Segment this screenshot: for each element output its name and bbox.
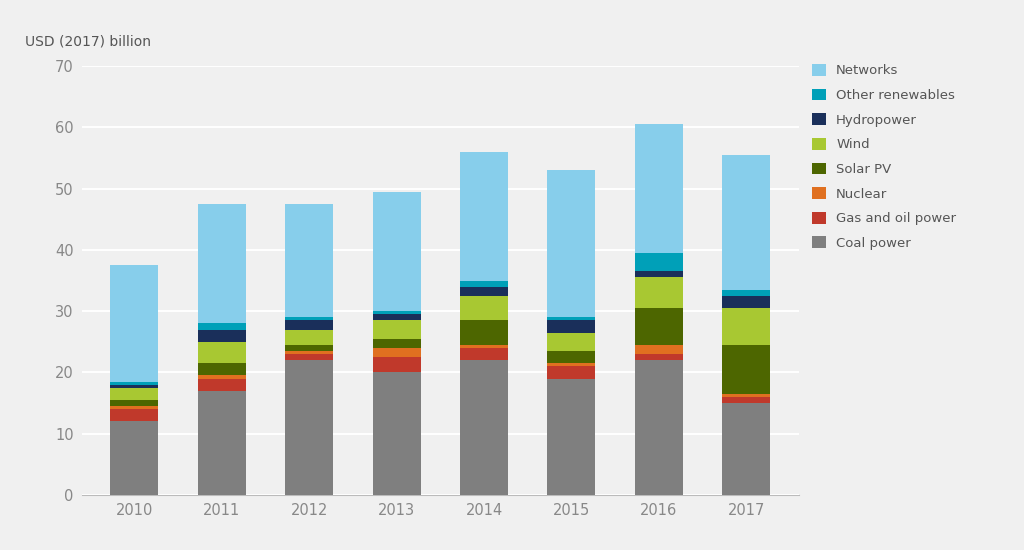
Bar xyxy=(198,378,246,391)
Bar xyxy=(722,345,770,394)
Bar xyxy=(111,421,159,495)
Bar xyxy=(635,308,683,345)
Bar xyxy=(635,277,683,308)
Bar xyxy=(548,317,596,320)
Bar xyxy=(285,320,333,329)
Bar xyxy=(198,204,246,323)
Bar xyxy=(722,290,770,296)
Bar xyxy=(198,342,246,363)
Bar xyxy=(111,388,159,400)
Bar xyxy=(285,204,333,317)
Bar xyxy=(722,394,770,397)
Bar xyxy=(198,323,246,329)
Bar xyxy=(722,308,770,345)
Bar xyxy=(635,360,683,495)
Bar xyxy=(548,378,596,495)
Bar xyxy=(635,271,683,277)
Bar xyxy=(285,345,333,351)
Bar xyxy=(111,265,159,382)
Bar xyxy=(285,317,333,320)
Bar xyxy=(635,345,683,354)
Bar xyxy=(373,357,421,372)
Bar xyxy=(548,320,596,333)
Bar xyxy=(460,348,508,360)
Bar xyxy=(285,360,333,495)
Bar xyxy=(285,351,333,354)
Bar xyxy=(722,155,770,290)
Bar xyxy=(198,376,246,378)
Bar xyxy=(111,406,159,409)
Bar xyxy=(548,366,596,378)
Bar xyxy=(111,409,159,421)
Bar xyxy=(548,363,596,366)
Bar xyxy=(111,382,159,384)
Bar xyxy=(460,360,508,495)
Bar xyxy=(548,170,596,317)
Bar xyxy=(460,296,508,320)
Bar xyxy=(373,314,421,320)
Bar xyxy=(722,397,770,403)
Bar xyxy=(111,400,159,406)
Bar xyxy=(198,363,246,376)
Bar xyxy=(460,152,508,280)
Bar xyxy=(460,287,508,296)
Bar xyxy=(198,391,246,495)
Bar xyxy=(373,348,421,357)
Bar xyxy=(373,191,421,311)
Text: USD (2017) billion: USD (2017) billion xyxy=(25,35,151,49)
Bar xyxy=(635,354,683,360)
Bar xyxy=(198,329,246,342)
Bar xyxy=(285,354,333,360)
Bar xyxy=(722,296,770,308)
Bar xyxy=(373,311,421,314)
Bar xyxy=(722,403,770,495)
Bar xyxy=(460,280,508,287)
Bar xyxy=(111,384,159,388)
Bar xyxy=(373,320,421,339)
Bar xyxy=(460,320,508,345)
Bar xyxy=(635,253,683,271)
Bar xyxy=(373,372,421,495)
Bar xyxy=(373,339,421,348)
Bar xyxy=(285,329,333,345)
Bar xyxy=(548,351,596,363)
Bar xyxy=(635,124,683,253)
Legend: Networks, Other renewables, Hydropower, Wind, Solar PV, Nuclear, Gas and oil pow: Networks, Other renewables, Hydropower, … xyxy=(812,64,956,250)
Bar xyxy=(460,345,508,348)
Bar xyxy=(548,333,596,351)
